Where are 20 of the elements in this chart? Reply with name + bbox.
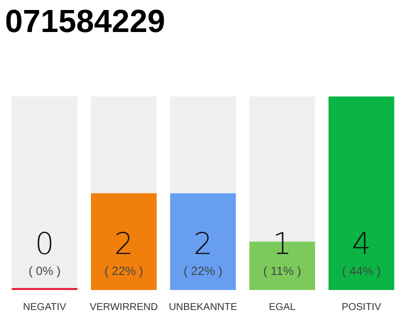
x-tick-label: EGAL	[268, 302, 296, 313]
annotation: ( 22% )	[104, 264, 144, 278]
data-label: 4	[352, 227, 371, 262]
annotation: ( 22% )	[184, 264, 222, 278]
bar	[170, 96, 236, 194]
bar	[328, 96, 394, 290]
bar	[90, 193, 157, 290]
annotation: ( 11% )	[263, 264, 302, 278]
data-label: 2	[193, 227, 213, 262]
data-label: 2	[114, 227, 134, 262]
chart-title: 071584229	[5, 3, 166, 40]
bar	[90, 96, 157, 194]
data-label: 0	[35, 227, 54, 262]
x-tick-label: UNBEKANNTE	[168, 302, 238, 313]
annotation: ( 44% )	[342, 264, 381, 278]
x-tick-label: NEGATIV	[23, 302, 67, 313]
x-tick-label: VERWIRREND	[90, 302, 158, 313]
x-tick-label: POSITIV	[342, 302, 382, 313]
annotation: ( 0% )	[28, 264, 61, 278]
bar	[170, 193, 236, 290]
